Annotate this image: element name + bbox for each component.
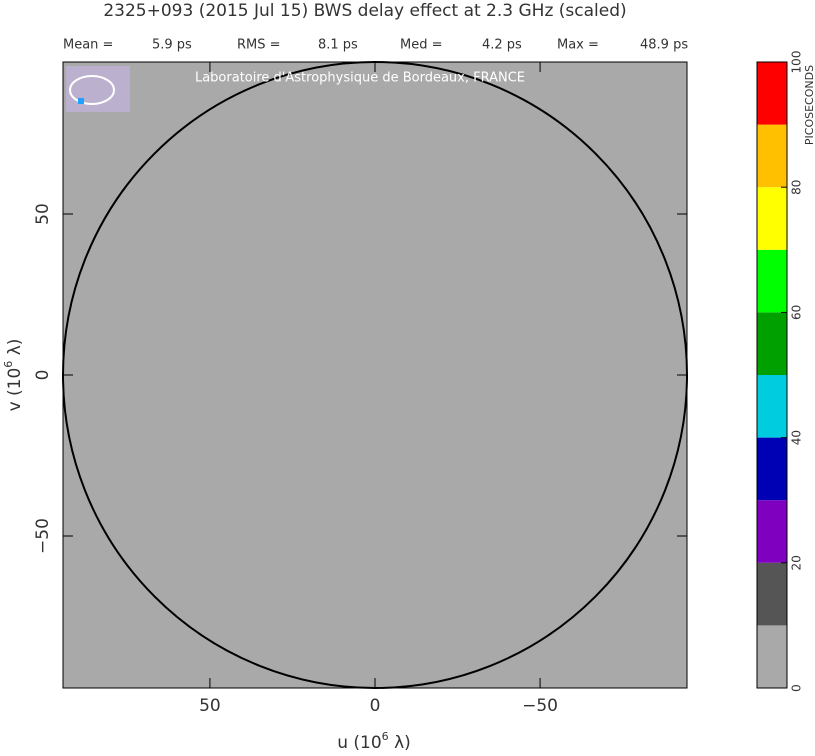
y-axis-label-part: λ) <box>5 339 25 361</box>
colorbar-tick-label: 100 <box>790 51 804 74</box>
colorbar-segment <box>757 437 787 501</box>
x-axis-label-part: u (10 <box>337 733 381 753</box>
colorbar-label: PICOSECONDS <box>803 65 815 145</box>
colorbar-segment <box>757 500 787 563</box>
x-tick-label: 50 <box>199 696 221 716</box>
colorbar-segment <box>757 625 787 688</box>
stat-name: Mean = <box>63 38 113 53</box>
colorbar-segment <box>757 562 787 626</box>
logo <box>66 66 130 112</box>
colorbar-segment <box>757 124 787 188</box>
y-axis-label: v (106 λ) <box>2 339 26 412</box>
x-axis-label-part: λ) <box>389 733 411 753</box>
field <box>63 62 687 688</box>
x-axis-label: u (106 λ) <box>337 730 411 754</box>
y-tick-label: 0 <box>33 370 53 381</box>
colorbar-segment <box>757 62 787 125</box>
watermark: Laboratoire d'Astrophysique de Bordeaux,… <box>195 71 525 86</box>
colorbar-frame <box>756 61 788 689</box>
y-axis-label-part: v (10 <box>5 368 25 412</box>
stat-name: Max = <box>557 38 599 53</box>
x-tick-label: −50 <box>522 696 558 716</box>
stat-name: RMS = <box>237 38 281 53</box>
x-tick-label: 0 <box>370 696 381 716</box>
colorbar-tick-label: 0 <box>790 684 804 692</box>
stat-value: 4.2 ps <box>482 38 522 53</box>
stat-name: Med = <box>400 38 443 53</box>
colorbar-tick-label: 60 <box>790 305 804 320</box>
colorbar-segment <box>757 375 787 438</box>
chart-title: 2325+093 (2015 Jul 15) BWS delay effect … <box>103 1 626 21</box>
y-tick-label: 50 <box>33 203 53 225</box>
stat-value: 8.1 ps <box>318 38 358 53</box>
x-axis-label-part: 6 <box>382 730 389 743</box>
colorbar-tick-label: 80 <box>790 180 804 195</box>
colorbar-segment <box>757 312 787 375</box>
colorbar-segment <box>757 187 787 250</box>
y-axis-label-part: 6 <box>2 361 15 368</box>
colorbar-tick-label: 20 <box>790 555 804 570</box>
colorbar-segment <box>757 249 787 313</box>
plot-area <box>62 61 688 689</box>
colorbar-tick-label: 40 <box>790 430 804 445</box>
stat-value: 5.9 ps <box>152 38 192 53</box>
y-tick-label: −50 <box>33 518 53 554</box>
stat-value: 48.9 ps <box>640 38 688 53</box>
